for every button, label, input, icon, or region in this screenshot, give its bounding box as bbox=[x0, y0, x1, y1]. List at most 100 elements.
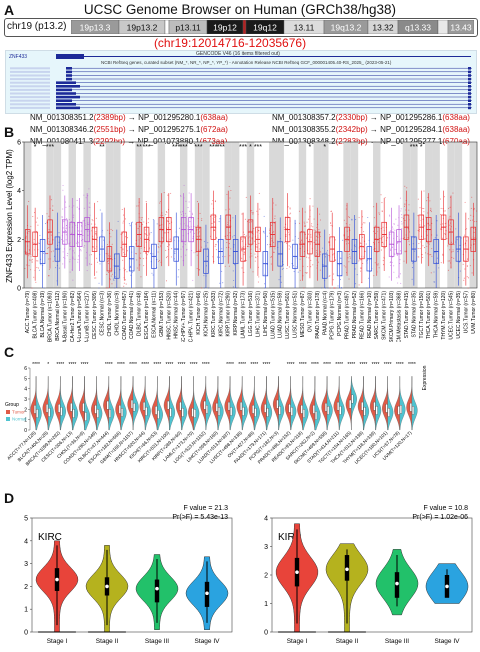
chart-b-point bbox=[166, 220, 168, 222]
chart-b-point bbox=[144, 233, 146, 235]
transcript-exon-end bbox=[468, 92, 471, 95]
chart-b-group-shade bbox=[202, 142, 210, 288]
chart-b-point bbox=[286, 242, 288, 244]
chart-c-legend-swatch bbox=[6, 410, 10, 414]
chart-b-point bbox=[66, 217, 68, 220]
chart-b-point bbox=[122, 220, 124, 222]
chart-c-violin-normal bbox=[375, 376, 382, 431]
chart-b-point bbox=[328, 234, 331, 236]
chart-b-point bbox=[283, 226, 285, 228]
chart-b-point bbox=[67, 252, 69, 255]
chart-b-xtick-label: COAD.Normal (n=41) bbox=[129, 291, 135, 339]
chart-b-point bbox=[107, 271, 110, 274]
chart-b-point bbox=[112, 278, 115, 280]
chart-b-point bbox=[208, 287, 210, 289]
chart-c-box-tumor bbox=[252, 405, 255, 414]
chart-b-xtick-label: SKCM.Tumor (n=471) bbox=[382, 291, 388, 340]
chart-b-point bbox=[360, 270, 362, 272]
chart-b-point bbox=[25, 235, 27, 237]
chart-b-point bbox=[31, 287, 33, 289]
chart-b-point bbox=[161, 243, 163, 245]
chart-b-significance: *** bbox=[217, 144, 225, 151]
transcript-exon bbox=[56, 81, 76, 84]
chart-b-point bbox=[347, 257, 349, 259]
chart-b-point bbox=[96, 257, 98, 259]
transcript-exon bbox=[56, 92, 76, 95]
chart-b-point bbox=[80, 248, 82, 251]
chart-b-xtick-label: PCPG.Normal (n=3) bbox=[337, 291, 343, 336]
chart-b-point bbox=[458, 261, 460, 263]
chart-b-point bbox=[48, 229, 50, 231]
chart-b-point bbox=[143, 265, 145, 267]
transcript-id-marker bbox=[10, 78, 50, 81]
chart-b-point bbox=[186, 249, 188, 251]
chart-b-point bbox=[363, 231, 365, 233]
chart-b-point bbox=[429, 200, 431, 202]
chart-c-box-tumor bbox=[118, 405, 121, 414]
chart-d-median-dot bbox=[55, 577, 59, 582]
chart-b-point bbox=[245, 196, 247, 198]
chart-b-point bbox=[65, 239, 67, 241]
chart-b-point bbox=[473, 231, 475, 233]
chart-b-point bbox=[444, 232, 446, 235]
chart-b-point bbox=[130, 274, 132, 276]
chart-c-box-tumor bbox=[337, 401, 340, 411]
chart-d-median-dot bbox=[155, 586, 159, 591]
chart-b-point bbox=[72, 216, 74, 218]
chart-b-point bbox=[142, 258, 144, 260]
chart-b-xtick-label: ESCA.Normal (n=11) bbox=[151, 291, 157, 338]
chart-b-point bbox=[408, 204, 410, 206]
chart-b-xtick-label: GBM.Tumor (n=153) bbox=[159, 291, 165, 337]
chart-b-point bbox=[111, 283, 113, 285]
chart-b-point bbox=[161, 237, 163, 239]
chart-b-point bbox=[356, 274, 358, 276]
chart-b-point bbox=[382, 226, 384, 228]
chart-b-point bbox=[30, 254, 32, 256]
chart-b-point bbox=[68, 205, 70, 207]
chart-b-point bbox=[430, 272, 432, 274]
chart-b-point bbox=[423, 211, 425, 213]
chart-b-point bbox=[219, 218, 221, 220]
chart-b-xtick-label: KIRC.Tumor (n=533) bbox=[211, 291, 217, 338]
transcript-np: NP_001295280.1 bbox=[138, 113, 201, 122]
chart-b-point bbox=[282, 264, 284, 266]
chart-b-point bbox=[200, 239, 203, 241]
chart-b-point bbox=[167, 232, 169, 234]
chart-b-point bbox=[121, 208, 123, 211]
chart-b-point bbox=[446, 238, 448, 240]
chart-b-point bbox=[274, 218, 276, 220]
chart-b-point bbox=[401, 214, 403, 216]
chart-b-xtick-label: BRCA.Tumor (n=1093) bbox=[47, 291, 53, 342]
chart-c-violin-tumor bbox=[115, 376, 122, 431]
chart-b-point bbox=[128, 223, 130, 225]
chart-b-point bbox=[408, 244, 411, 246]
chart-c-violin-tumor bbox=[273, 376, 279, 431]
chart-b-point bbox=[355, 219, 357, 221]
transcript-entry: NM_001080411.3(2292bp) → NP_001073880.1(… bbox=[30, 137, 227, 148]
chart-b-xtick-label: BRCA-LumB.Tumor (n=217) bbox=[85, 291, 91, 342]
chart-b-point bbox=[83, 207, 85, 209]
chart-c-significance: **** bbox=[32, 362, 40, 368]
chart-c-box-normal bbox=[36, 409, 39, 418]
chart-d-frame bbox=[31, 517, 233, 633]
chart-b-point bbox=[62, 189, 64, 191]
chart-b-point bbox=[137, 228, 139, 230]
chart-b-ytick-label: 4 bbox=[17, 188, 21, 195]
chart-b-point bbox=[448, 217, 450, 219]
chart-b-point bbox=[77, 261, 79, 263]
chart-b-point bbox=[152, 218, 154, 221]
chart-b-point bbox=[152, 253, 154, 255]
chart-b-point bbox=[271, 224, 273, 227]
chart-c-significance: **** bbox=[250, 362, 258, 368]
ucsc-title: UCSC Genome Browser on Human (GRCh38/hg3… bbox=[83, 2, 397, 17]
chart-c-box-normal bbox=[290, 407, 293, 416]
chart-b-point bbox=[158, 247, 160, 249]
transcript-arrow-icon: → bbox=[125, 113, 139, 122]
chromosome-ideogram: chr19 (p13.2) 19p13.3 19p13.2 p13.11 19p12 1… bbox=[4, 18, 478, 37]
chart-b-point bbox=[342, 239, 344, 241]
chart-b-point bbox=[232, 270, 234, 272]
chart-b-point bbox=[264, 283, 266, 285]
chart-c-violin-tumor bbox=[54, 376, 61, 431]
transcript-np: NP_001295284.1 bbox=[380, 125, 443, 134]
chart-b-significance: ** bbox=[136, 144, 142, 151]
